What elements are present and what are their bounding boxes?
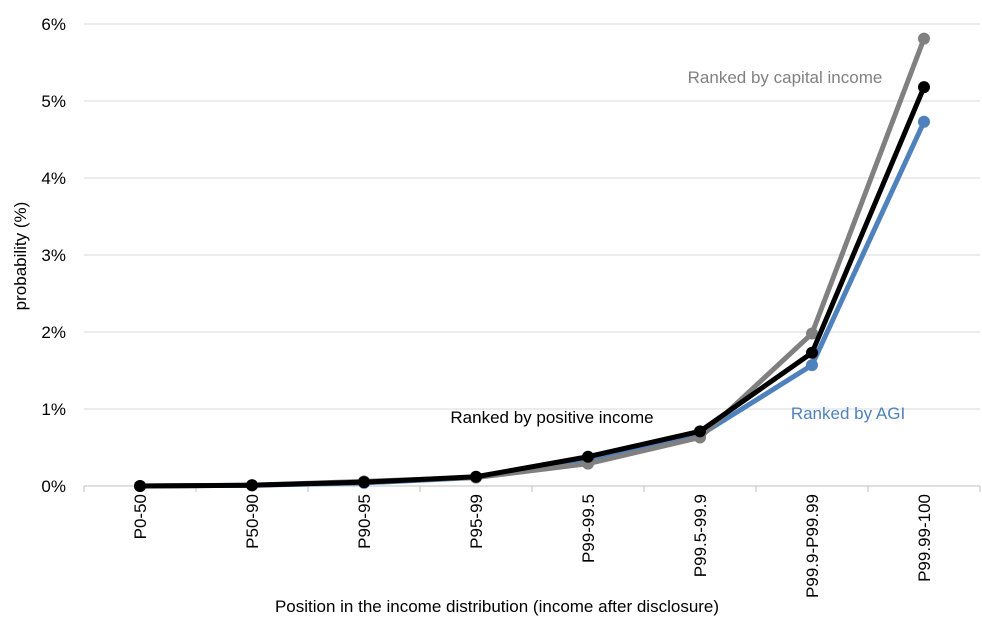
y-tick-label: 3% — [41, 246, 66, 265]
x-axis-title: Position in the income distribution (inc… — [275, 597, 719, 616]
point-ranked-by-agi-p99-99-100 — [918, 115, 930, 128]
y-tick-label: 0% — [41, 477, 66, 496]
point-ranked-by-positive-income-p99-99-5 — [582, 450, 594, 463]
series-line-ranked-by-agi — [137, 119, 927, 489]
point-ranked-by-positive-income-p0-50 — [134, 480, 146, 492]
point-ranked-by-capital-income-p99-9-p99-99 — [806, 327, 818, 340]
y-tick-label: 1% — [41, 400, 66, 419]
series-label-agi: Ranked by AGI — [791, 404, 905, 423]
series-group — [134, 32, 930, 492]
series-label-positive-income: Ranked by positive income — [450, 408, 653, 427]
y-tick-label: 6% — [41, 15, 66, 34]
point-ranked-by-positive-income-p50-90 — [246, 479, 258, 492]
x-tick-label-p90-95: P90-95 — [355, 494, 374, 549]
y-tick-label: 5% — [41, 92, 66, 111]
y-axis-title: probability (%) — [11, 202, 30, 311]
x-tick-label-p95-99: P95-99 — [467, 494, 486, 549]
series-labels: Ranked by capital income Ranked by posit… — [450, 68, 905, 427]
x-tick-label-p99-5-99-9: P99.5-99.9 — [691, 494, 710, 577]
x-tick-label-p50-90: P50-90 — [243, 494, 262, 549]
series-label-capital-income: Ranked by capital income — [688, 68, 883, 87]
point-ranked-by-positive-income-p95-99 — [470, 470, 482, 483]
y-tick-label: 4% — [41, 169, 66, 188]
point-ranked-by-positive-income-p90-95 — [358, 476, 370, 489]
gridlines — [84, 23, 980, 410]
point-ranked-by-positive-income-p99-5-99-9 — [694, 425, 706, 438]
y-tick-label: 2% — [41, 323, 66, 342]
point-ranked-by-positive-income-p99-99-100 — [918, 81, 930, 94]
point-ranked-by-positive-income-p99-9-p99-99 — [806, 346, 818, 359]
x-tick-label-p99-9-p99-99: P99.9-P99.99 — [803, 494, 822, 598]
x-tick-label-p99-99-5: P99-99.5 — [579, 494, 598, 563]
x-axis-ticks: P0-50 P50-90 P90-95 P95-99 P99-99.5 P99.5-99.… — [83, 486, 981, 598]
x-tick-label-p99-99-100: P99.99-100 — [915, 494, 934, 582]
y-axis-ticks: 0% 1% 2% 3% 4% 5% 6% — [41, 15, 66, 496]
x-tick-label-p0-50: P0-50 — [131, 494, 150, 539]
series-line-ranked-by-positive-income — [137, 84, 927, 489]
point-ranked-by-agi-p99-9-p99-99 — [806, 359, 818, 372]
point-ranked-by-capital-income-p99-99-100 — [918, 32, 930, 45]
